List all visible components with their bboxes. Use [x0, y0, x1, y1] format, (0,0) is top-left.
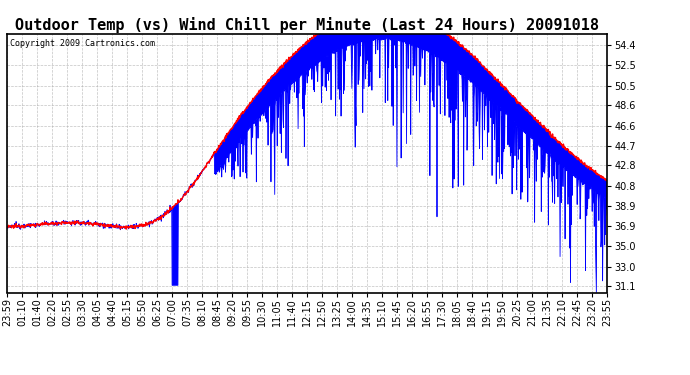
Title: Outdoor Temp (vs) Wind Chill per Minute (Last 24 Hours) 20091018: Outdoor Temp (vs) Wind Chill per Minute … — [15, 16, 599, 33]
Text: Copyright 2009 Cartronics.com: Copyright 2009 Cartronics.com — [10, 39, 155, 48]
